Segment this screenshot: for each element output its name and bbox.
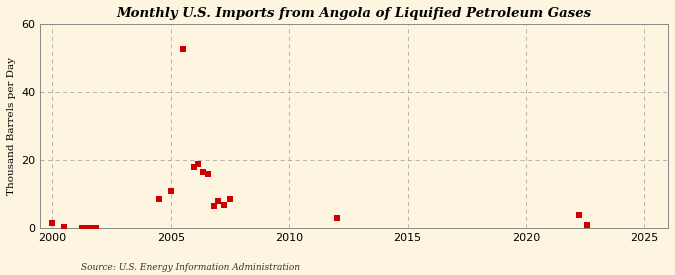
Point — [219, 202, 230, 207]
Point — [202, 172, 213, 176]
Point — [76, 226, 87, 231]
Point — [90, 226, 101, 231]
Point — [192, 161, 203, 166]
Point — [82, 226, 93, 231]
Point — [197, 170, 208, 174]
Point — [209, 204, 219, 208]
Point — [574, 213, 585, 217]
Point — [225, 197, 236, 202]
Point — [153, 197, 164, 202]
Title: Monthly U.S. Imports from Angola of Liquified Petroleum Gases: Monthly U.S. Imports from Angola of Liqu… — [117, 7, 592, 20]
Point — [177, 47, 188, 52]
Point — [189, 165, 200, 169]
Point — [165, 189, 176, 193]
Point — [582, 223, 593, 227]
Text: Source: U.S. Energy Information Administration: Source: U.S. Energy Information Administ… — [81, 263, 300, 272]
Point — [213, 199, 223, 204]
Y-axis label: Thousand Barrels per Day: Thousand Barrels per Day — [7, 57, 16, 195]
Point — [331, 216, 342, 221]
Point — [47, 221, 58, 226]
Point — [59, 225, 70, 229]
Point — [86, 226, 97, 231]
